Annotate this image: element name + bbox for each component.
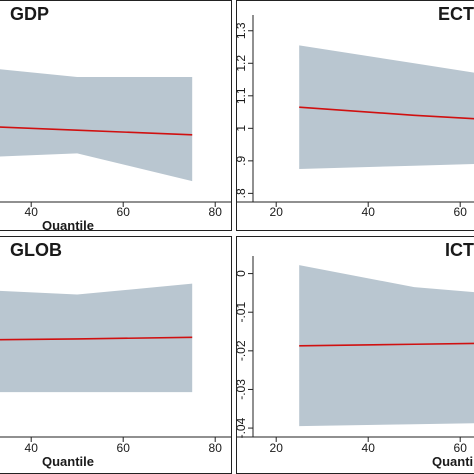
x-tick-label: 40 xyxy=(25,441,39,455)
panel-title: ECT xyxy=(438,4,474,24)
y-tick-label: -.04 xyxy=(234,417,248,438)
y-tick-label: -.01 xyxy=(234,302,248,323)
x-tick-label: 80 xyxy=(209,441,223,455)
x-axis-label: Quantile xyxy=(42,218,94,233)
x-tick-label: 40 xyxy=(362,205,376,219)
x-tick-label: 40 xyxy=(25,205,39,219)
confidence-band xyxy=(0,69,193,182)
estimate-line xyxy=(0,126,193,136)
y-tick-label: .8 xyxy=(234,188,248,198)
panel-title: GDP xyxy=(10,4,49,24)
x-tick-label: 60 xyxy=(454,441,468,455)
y-tick-label: .9 xyxy=(234,156,248,166)
estimate-line xyxy=(299,106,474,120)
panel-gdp: 20406080QuantileGDP xyxy=(0,0,232,233)
x-axis-label: Quantile xyxy=(42,454,94,469)
x-tick-label: 60 xyxy=(454,205,468,219)
x-tick-label: 60 xyxy=(117,441,131,455)
y-tick-label: 0 xyxy=(234,270,248,277)
estimate-line xyxy=(299,342,474,347)
panel-ict: 204060800-.01-.02-.03-.04QuantileICT xyxy=(234,236,474,474)
y-tick-label: 1.1 xyxy=(234,87,248,104)
panel-title: ICT xyxy=(445,240,474,260)
x-axis-label: Quantile xyxy=(432,454,474,469)
x-tick-label: 80 xyxy=(209,205,223,219)
confidence-band xyxy=(0,283,193,393)
estimate-line xyxy=(0,336,193,341)
x-tick-label: 40 xyxy=(362,441,376,455)
panel-title: GLOB xyxy=(10,240,62,260)
y-tick-label: 1.3 xyxy=(234,22,248,39)
x-tick-label: 20 xyxy=(270,205,284,219)
panel-glob: 20406080QuantileGLOB xyxy=(0,236,232,474)
panel-frame xyxy=(0,0,232,231)
y-tick-label: -.03 xyxy=(234,379,248,400)
x-tick-label: 60 xyxy=(117,205,131,219)
confidence-band xyxy=(299,265,474,427)
panel-frame xyxy=(236,0,474,231)
y-tick-label: -.02 xyxy=(234,340,248,361)
y-tick-label: 1.2 xyxy=(234,55,248,72)
x-tick-label: 20 xyxy=(270,441,284,455)
y-tick-label: 1 xyxy=(234,125,248,132)
confidence-band xyxy=(299,45,474,169)
